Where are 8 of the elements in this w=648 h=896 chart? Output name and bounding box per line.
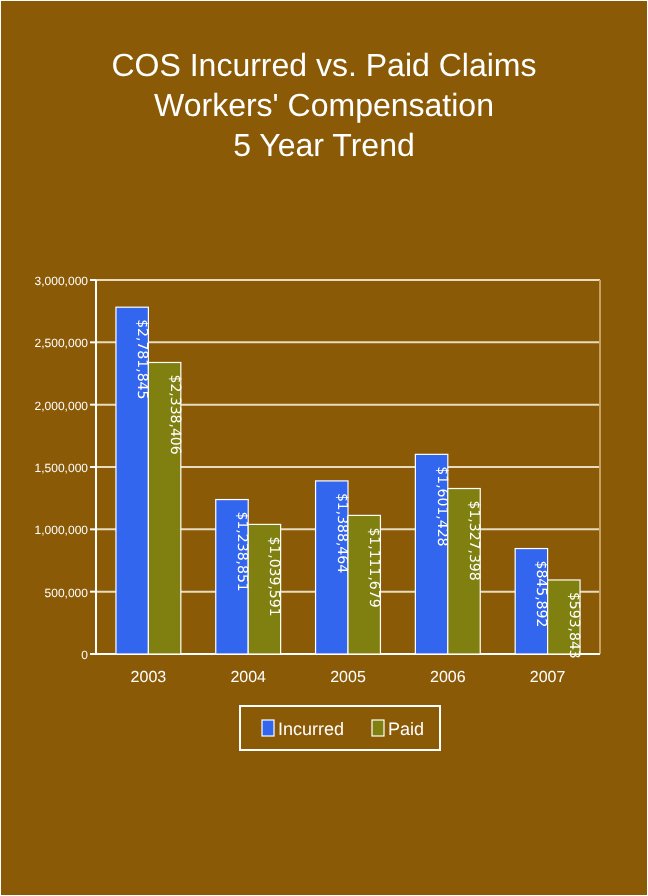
legend-label: Paid	[388, 719, 425, 739]
x-tick-label: 2007	[529, 668, 567, 686]
x-tick-label: 2006	[430, 668, 467, 686]
legend-label: Incurred	[278, 719, 345, 739]
x-tick-label: 2004	[230, 668, 268, 686]
x-tick-label: 2005	[330, 668, 367, 686]
x-tick-label: 2003	[130, 668, 168, 686]
chart-title: COS Incurred vs. Paid Claims Workers' Compensation 5 Year Trend	[111, 50, 537, 164]
